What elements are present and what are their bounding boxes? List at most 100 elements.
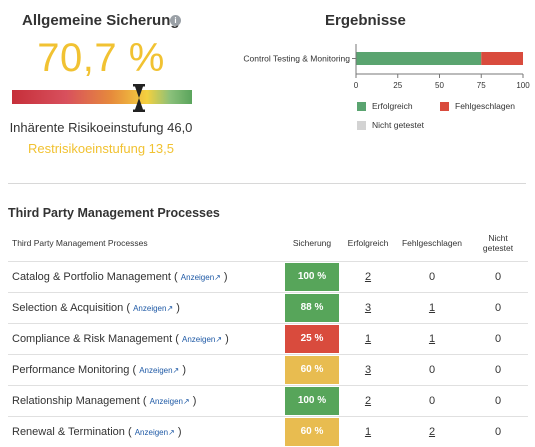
show-link[interactable]: Anzeigen [135,428,168,437]
failed-count[interactable]: 1 [429,302,435,314]
process-name-cell: Performance Monitoring ( Anzeigen↗ ) [8,355,284,386]
assurance-cell: 25 % [284,324,340,355]
passed-count[interactable]: 1 [365,333,371,345]
bar-erfolgreich[interactable] [356,52,481,65]
external-link-icon[interactable]: ↗ [166,304,173,313]
passed-count[interactable]: 2 [365,395,371,407]
untested-count: 0 [495,302,501,314]
overall-assurance-title: Allgemeine Sicherung [22,12,180,29]
x-tick-label: 25 [393,81,402,90]
paren-close: ) [225,333,229,345]
category-label: Control Testing & Monitoring [243,54,350,64]
paren-close: ) [176,302,180,314]
assurance-badge: 100 % [285,387,339,415]
external-link-icon[interactable]: ↗ [183,397,190,406]
results-title: Ergebnisse [325,12,406,29]
external-link-icon[interactable]: ↗ [214,273,221,282]
header-passed[interactable]: Erfolgreich [340,224,396,262]
show-link[interactable]: Anzeigen [133,304,166,313]
paren-open: ( [128,426,132,438]
untested-cell: 0 [468,324,528,355]
external-link-icon[interactable]: ↗ [215,335,222,344]
process-name: Relationship Management [12,395,140,407]
untested-count: 0 [495,271,501,283]
paren-close: ) [178,426,182,438]
processes-table-title: Third Party Management Processes [8,206,220,220]
process-name-cell: Compliance & Risk Management ( Anzeigen↗… [8,324,284,355]
passed-count[interactable]: 3 [365,302,371,314]
failed-cell[interactable]: 1 [396,324,468,355]
x-tick-label: 75 [477,81,486,90]
show-link[interactable]: Anzeigen [182,335,215,344]
process-name-cell: Renewal & Termination ( Anzeigen↗ ) [8,417,284,447]
x-tick-label: 0 [354,81,359,90]
legend-item[interactable]: Erfolgreich [357,101,413,111]
failed-count[interactable]: 2 [429,426,435,438]
passed-cell[interactable]: 1 [340,417,396,447]
process-name-cell: Selection & Acquisition ( Anzeigen↗ ) [8,293,284,324]
legend-item[interactable]: Fehlgeschlagen [440,101,515,111]
table-row: Selection & Acquisition ( Anzeigen↗ )88 … [8,293,528,324]
process-name: Compliance & Risk Management [12,333,172,345]
passed-cell[interactable]: 3 [340,293,396,324]
bar-fehlgeschlagen[interactable] [481,52,523,65]
passed-cell[interactable]: 1 [340,324,396,355]
failed-count: 0 [429,271,435,283]
show-link[interactable]: Anzeigen [139,366,172,375]
failed-count[interactable]: 1 [429,333,435,345]
show-link[interactable]: Anzeigen [150,397,183,406]
header-failed[interactable]: Fehlgeschlagen [396,224,468,262]
paren-open: ( [132,364,136,376]
legend-item[interactable]: Nicht getestet [357,120,424,130]
passed-count[interactable]: 1 [365,426,371,438]
show-link[interactable]: Anzeigen [181,273,214,282]
assurance-gauge-bar [12,90,192,104]
passed-cell[interactable]: 2 [340,262,396,293]
paren-close: ) [182,364,186,376]
untested-cell: 0 [468,417,528,447]
paren-close: ) [193,395,197,407]
process-name: Selection & Acquisition [12,302,123,314]
passed-count[interactable]: 3 [365,364,371,376]
failed-cell[interactable]: 1 [396,293,468,324]
paren-open: ( [126,302,130,314]
external-link-icon[interactable]: ↗ [168,428,175,437]
passed-count[interactable]: 2 [365,271,371,283]
assurance-badge: 60 % [285,418,339,446]
assurance-badge: 88 % [285,294,339,322]
legend-label: Erfolgreich [372,101,413,111]
assurance-cell: 60 % [284,417,340,447]
passed-cell[interactable]: 3 [340,355,396,386]
untested-cell: 0 [468,262,528,293]
header-untested-line1: Nicht [488,233,507,243]
external-link-icon[interactable]: ↗ [173,366,180,375]
failed-count: 0 [429,364,435,376]
assurance-badge: 25 % [285,325,339,353]
assurance-cell: 60 % [284,355,340,386]
legend-swatch [357,121,366,130]
inherent-risk-rating: Inhärente Risikoeinstufung 46,0 [0,120,202,135]
legend-swatch [357,102,366,111]
table-header-row: Third Party Management Processes Sicheru… [8,224,528,262]
untested-count: 0 [495,364,501,376]
process-name: Renewal & Termination [12,426,125,438]
failed-cell: 0 [396,262,468,293]
header-assurance[interactable]: Sicherung [284,224,340,262]
header-process-name[interactable]: Third Party Management Processes [8,224,284,262]
failed-cell[interactable]: 2 [396,417,468,447]
passed-cell[interactable]: 2 [340,386,396,417]
x-tick-label: 50 [435,81,444,90]
untested-cell: 0 [468,293,528,324]
untested-count: 0 [495,333,501,345]
failed-cell: 0 [396,386,468,417]
untested-count: 0 [495,395,501,407]
table-row: Compliance & Risk Management ( Anzeigen↗… [8,324,528,355]
process-name: Catalog & Portfolio Management [12,271,171,283]
residual-risk-rating: Restrisikoeinstufung 13,5 [0,141,202,156]
header-untested-line2: getestet [483,243,513,253]
info-icon[interactable]: i [170,15,181,26]
process-name: Performance Monitoring [12,364,129,376]
x-tick-label: 100 [516,81,530,90]
assurance-badge: 60 % [285,356,339,384]
